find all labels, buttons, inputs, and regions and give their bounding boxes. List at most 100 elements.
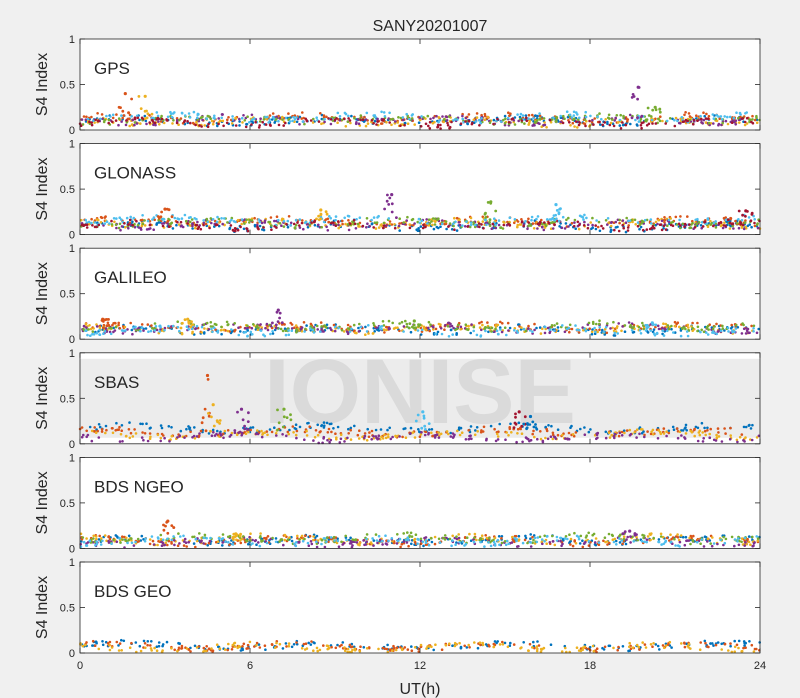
data-point [507,222,510,226]
data-point [584,110,587,114]
data-point [504,543,508,547]
data-point [474,223,477,227]
data-point [743,536,747,540]
data-point [287,432,291,436]
data-point [533,536,537,540]
data-point [388,111,391,115]
data-point [341,222,344,226]
data-point [96,112,99,115]
data-point [221,533,225,536]
data-point [645,538,649,541]
data-point [541,222,544,226]
data-point [141,222,145,226]
data-point [200,125,203,128]
data-point [603,121,607,124]
data-point [436,123,440,127]
data-point [481,220,485,223]
data-point [332,223,336,227]
data-point [90,123,94,127]
data-point [706,429,709,432]
data-point [628,428,632,432]
data-point [144,119,148,123]
data-point [139,228,143,231]
data-point [180,331,184,335]
data-point [649,538,652,542]
data-point [357,326,360,330]
data-point [287,112,290,115]
data-point [282,543,285,547]
data-point [733,120,736,124]
data-point [554,120,558,123]
data-point [469,437,472,440]
data-point [489,544,493,548]
data-point [469,539,473,542]
data-point [355,541,359,544]
data-point [642,324,645,327]
data-point [245,539,249,543]
data-point [227,116,230,119]
data-point [110,427,114,430]
data-point [583,118,587,121]
data-point [617,229,621,233]
data-point [648,532,652,536]
data-point [571,433,575,436]
data-point [638,227,641,231]
data-point [752,330,755,333]
data-point [277,218,280,222]
data-point [699,114,702,118]
data-point [398,222,401,225]
data-point [748,120,751,124]
data-point [458,223,462,227]
data-point [117,105,121,109]
data-point [733,538,737,541]
data-point [419,326,423,330]
data-point [276,320,280,323]
data-point [353,331,357,335]
data-point [284,116,288,120]
data-point [363,432,367,435]
data-point [520,432,524,436]
data-point [225,121,229,125]
data-point [758,219,761,223]
data-point [187,327,190,331]
data-point [148,432,152,435]
data-point [278,222,282,225]
data-point [475,538,478,542]
data-point [709,427,712,431]
data-point [572,114,576,117]
data-point [549,120,553,124]
data-point [560,226,564,230]
data-point [743,123,747,127]
data-point [576,220,580,224]
data-point [396,539,400,543]
data-point [375,123,378,126]
spike-point [744,209,748,213]
data-point [514,415,517,419]
data-point [715,113,718,117]
data-point [283,538,287,542]
data-point [617,322,620,325]
data-point [711,331,714,334]
data-point [140,323,144,326]
data-point [667,220,671,224]
data-point [202,219,205,222]
data-point [736,540,739,543]
data-point [196,227,200,230]
data-point [577,227,581,231]
data-point [316,328,320,331]
data-point [133,123,136,127]
data-point [316,423,320,427]
data-point [533,322,536,326]
data-point [88,120,91,124]
data-point [493,217,496,220]
data-point [340,328,344,332]
data-point [121,538,124,541]
data-point [753,118,757,122]
data-point [622,226,625,230]
data-point [303,221,307,225]
data-point [156,433,160,437]
data-point [172,535,175,538]
data-point [319,430,322,433]
data-point [454,543,457,546]
data-point [606,322,609,325]
